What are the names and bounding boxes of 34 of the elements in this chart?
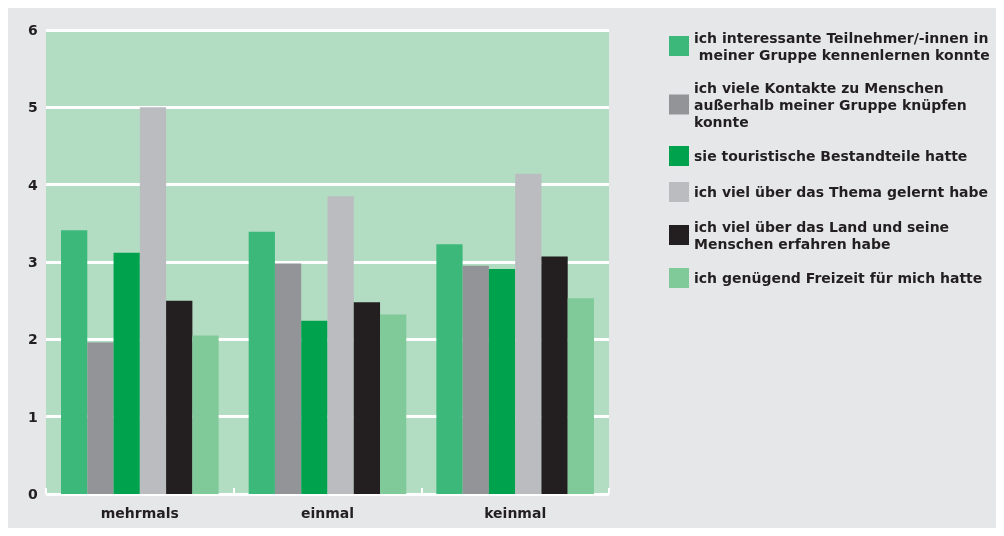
y-tick-label: 1 <box>28 408 38 425</box>
bar <box>274 263 302 494</box>
y-tick-label: 3 <box>28 254 38 270</box>
bar <box>301 320 328 494</box>
legend-label: ich viel über das Thema gelernt habe <box>694 184 989 200</box>
x-tick-label: einmal <box>300 505 355 521</box>
legend-label: ich viel über das Land und seine Menschen erfahren habe <box>694 218 954 252</box>
bar <box>488 268 516 494</box>
bar <box>192 335 219 494</box>
bar <box>380 314 407 494</box>
bar <box>353 302 381 494</box>
x-tick-label: keinmal <box>484 505 547 521</box>
legend-label: sie touristische Bestandteile hatte <box>694 148 968 164</box>
y-tick-label: 5 <box>28 99 38 116</box>
bar <box>541 256 568 494</box>
y-tick-label: 0 <box>28 486 38 502</box>
bar <box>113 252 140 494</box>
bar <box>248 231 275 494</box>
legend-label: ich genügend Freizeit für mich hatte <box>694 270 983 286</box>
bar <box>567 298 594 494</box>
bar <box>87 342 114 494</box>
y-tick-label: 4 <box>28 176 38 193</box>
bar <box>515 173 542 494</box>
bar <box>166 300 193 494</box>
x-tick-label: mehrmals <box>100 505 179 521</box>
y-tick-label: 6 <box>28 22 38 38</box>
bar <box>139 107 167 494</box>
bar <box>61 230 88 494</box>
bar <box>327 196 354 494</box>
bar <box>462 265 489 494</box>
bar <box>436 244 463 494</box>
legend-label: ich viele Kontakte zu Menschen außerhalb meiner Gruppe knüpfen konnte <box>694 79 972 130</box>
y-tick-label: 2 <box>28 331 38 348</box>
legend-label: ich interessante Teilnehmer/-innen in meiner Gruppe kennenlernen konnte <box>694 29 990 63</box>
